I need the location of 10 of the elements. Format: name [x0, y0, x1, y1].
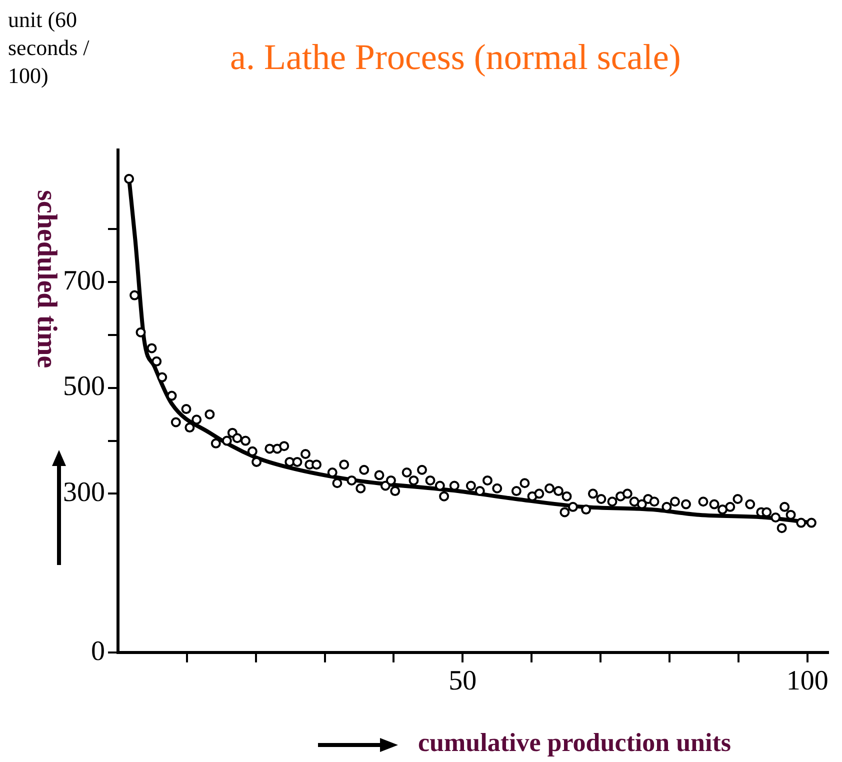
y-tick-label: 700	[63, 265, 105, 296]
x-tick-label: 50	[448, 666, 477, 697]
text: unit (60 seconds / 100)	[8, 6, 90, 90]
y-tick-label: 500	[63, 371, 105, 402]
y-tick-label: 300	[63, 477, 105, 508]
y-tick-label: 0	[91, 636, 105, 667]
chart-title: a. Lathe Process (normal scale)	[230, 36, 681, 78]
x-axis-title: cumulative production units	[418, 728, 732, 758]
y-axis-title: scheduled time	[30, 190, 62, 368]
x-tick-label: 100	[786, 666, 828, 697]
